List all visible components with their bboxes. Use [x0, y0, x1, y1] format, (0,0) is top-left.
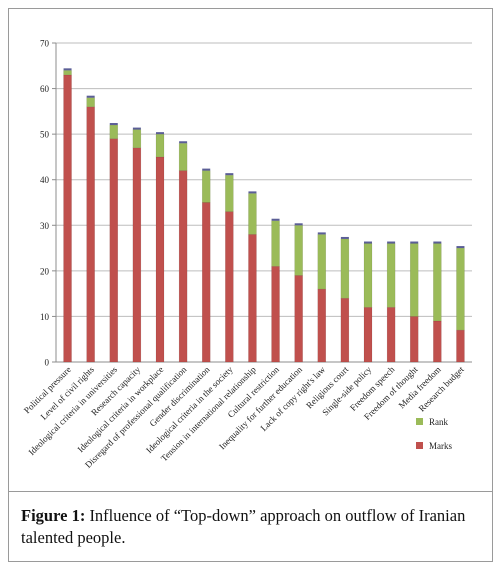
y-tick-label: 30 — [40, 221, 50, 231]
bar-top-cap — [410, 241, 419, 244]
bar-segment-rank — [201, 170, 211, 203]
bar-top-cap — [340, 236, 349, 239]
bar-segment-rank — [363, 243, 373, 308]
bar-segment-marks — [248, 234, 257, 363]
bar-segment-rank — [109, 124, 119, 139]
bar-top-cap — [387, 241, 396, 244]
bar-segment-marks — [363, 307, 373, 363]
y-tick-label: 20 — [40, 266, 50, 276]
bar-top-cap — [202, 168, 211, 171]
bar-top-cap — [433, 241, 442, 244]
bar-top-cap — [179, 141, 188, 144]
bar-segment-rank — [132, 129, 142, 149]
bar-segment-marks — [456, 329, 465, 363]
bar-segment-marks — [433, 320, 442, 363]
legend-swatch-rank — [416, 418, 423, 425]
bar-segment-rank — [386, 243, 396, 308]
y-tick-label: 10 — [40, 312, 50, 322]
plot-area-background — [56, 43, 472, 362]
bar-segment-marks — [155, 156, 165, 363]
bar-segment-rank — [433, 243, 442, 322]
bar-segment-marks — [271, 266, 280, 363]
bar-top-cap — [225, 173, 234, 176]
bar-segment-marks — [109, 138, 119, 363]
bar-top-cap — [456, 246, 465, 249]
bar-segment-rank — [155, 133, 165, 158]
bar-segment-marks — [386, 307, 396, 363]
bar-segment-marks — [409, 316, 419, 363]
bar-top-cap — [271, 218, 280, 221]
bar-top-cap — [156, 132, 164, 135]
figure-caption: Figure 1: Influence of “Top-down” approa… — [8, 492, 493, 562]
bar-segment-rank — [340, 238, 350, 299]
bar-top-cap — [317, 232, 326, 235]
y-tick-label: 0 — [45, 358, 50, 368]
bar-segment-marks — [132, 147, 142, 363]
bar-segment-rank — [317, 234, 327, 290]
bar-top-cap — [132, 127, 141, 130]
bar-segment-rank — [86, 97, 95, 108]
bar-segment-marks — [201, 202, 211, 363]
figure-caption-label: Figure 1: — [21, 506, 86, 525]
bar-segment-marks — [86, 106, 95, 363]
bar-segment-rank — [225, 174, 234, 212]
y-tick-label: 40 — [40, 175, 50, 185]
bar-top-cap — [248, 191, 257, 194]
bar-segment-marks — [225, 211, 234, 363]
bar-top-cap — [364, 241, 372, 244]
bar-top-cap — [86, 95, 95, 98]
y-tick-label: 60 — [40, 84, 50, 94]
bar-segment-rank — [409, 243, 419, 317]
bar-top-cap — [109, 123, 118, 126]
y-tick-label: 70 — [40, 39, 50, 49]
legend-label-marks: Marks — [429, 441, 452, 451]
bar-segment-marks — [340, 297, 350, 363]
bar-segment-marks — [294, 275, 303, 363]
bar-segment-rank — [294, 225, 303, 276]
figure-caption-text: Influence of “Top-down” approach on outf… — [21, 506, 466, 547]
bar-top-cap — [63, 68, 72, 71]
bar-segment-marks — [63, 74, 72, 363]
bar-segment-rank — [178, 143, 188, 171]
legend-label-rank: Rank — [429, 417, 448, 427]
bar-segment-rank — [63, 70, 72, 76]
figure-frame: 0 10 20 30 40 50 60 70 Political pressure Level … — [8, 8, 493, 492]
bar-top-cap — [294, 223, 303, 226]
bar-segment-rank — [271, 220, 280, 267]
legend-swatch-marks — [416, 442, 423, 449]
bar-segment-rank — [248, 193, 257, 235]
bar-segment-marks — [317, 288, 327, 363]
bar-segment-rank — [456, 247, 465, 331]
y-tick-label: 50 — [40, 130, 50, 140]
bar-segment-marks — [178, 170, 188, 363]
